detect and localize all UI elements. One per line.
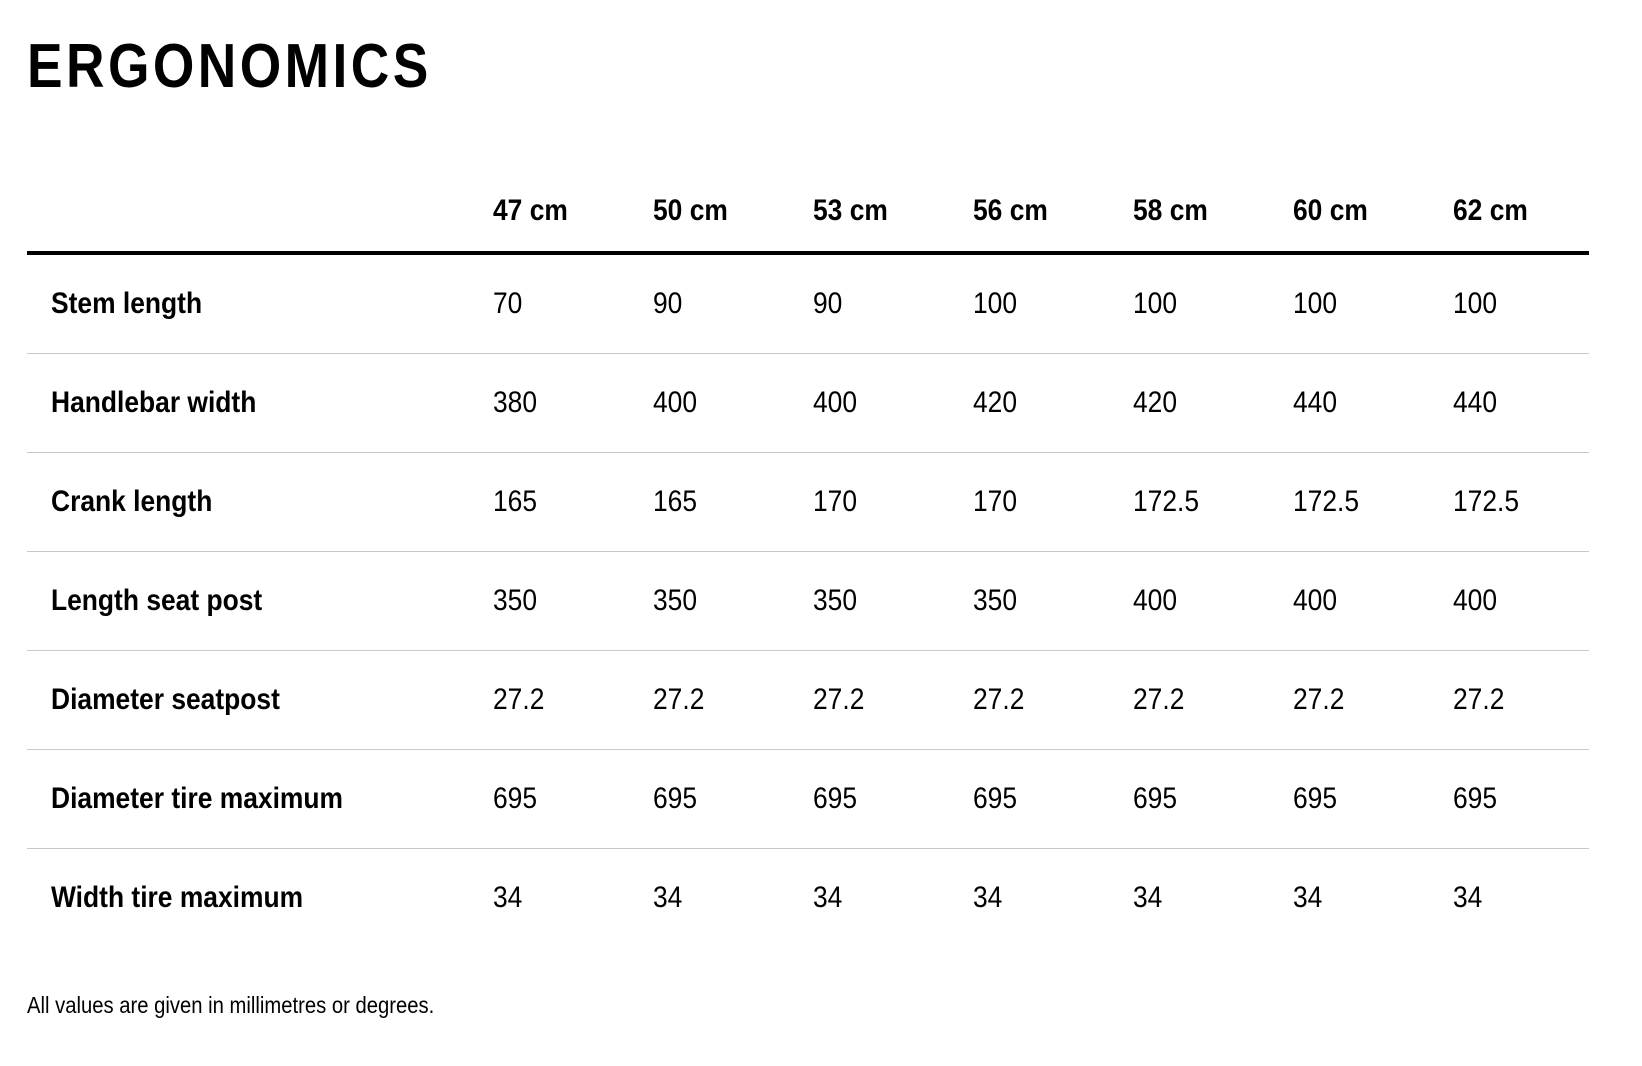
header-row: 47 cm 50 cm 53 cm 56 cm 58 cm 60 cm 62 c…	[27, 170, 1589, 255]
table-cell: 27.2	[1133, 650, 1293, 750]
table-cell: 400	[1133, 551, 1293, 651]
table-cell: 695	[493, 749, 653, 849]
table-cell: 34	[653, 881, 683, 914]
table-cell: 400	[1293, 551, 1453, 651]
size-header: 58 cm	[1133, 170, 1293, 255]
size-header: 56 cm	[973, 170, 1133, 255]
table-cell: 34	[813, 881, 843, 914]
table-cell: 100	[1453, 253, 1589, 354]
table-cell: 34	[1133, 881, 1163, 914]
table-cell: 440	[1453, 353, 1589, 453]
table-cell: 440	[1293, 353, 1453, 453]
table-cell: 172.5	[1293, 452, 1453, 552]
table-body: Stem length 70 90 90 100 100 100 100 Han…	[27, 253, 1589, 947]
table-cell: 420	[1133, 353, 1293, 453]
table-cell: 27.2	[653, 650, 813, 750]
table-cell: 695	[1133, 749, 1293, 849]
table-cell: 350	[493, 551, 653, 651]
table-cell: 34	[1293, 881, 1323, 914]
units-footnote: All values are given in millimetres or d…	[27, 992, 435, 1018]
table-cell: 90	[653, 253, 813, 354]
table-cell: 27.2	[493, 650, 653, 750]
row-label: Width tire maximum	[51, 881, 304, 914]
row-label: Crank length	[27, 452, 493, 552]
header-empty-cell	[27, 170, 493, 255]
table-row: Length seat post 350 350 350 350 400 400…	[27, 551, 1589, 651]
size-header: 47 cm	[493, 170, 653, 255]
table-cell: 70	[493, 253, 653, 354]
row-label: Length seat post	[27, 551, 493, 651]
table-cell: 100	[1133, 253, 1293, 354]
table-cell: 27.2	[1453, 650, 1589, 750]
table-cell: 400	[813, 353, 973, 453]
table-cell: 172.5	[1133, 452, 1293, 552]
table-cell: 420	[973, 353, 1133, 453]
table-cell: 400	[1453, 551, 1589, 651]
table-header: 47 cm 50 cm 53 cm 56 cm 58 cm 60 cm 62 c…	[27, 170, 1589, 255]
table-cell: 695	[1453, 749, 1589, 849]
size-header: 62 cm	[1453, 170, 1589, 255]
table-cell: 34	[973, 881, 1003, 914]
table-cell: 90	[813, 253, 973, 354]
table-cell: 350	[973, 551, 1133, 651]
table-cell: 350	[653, 551, 813, 651]
row-label: Stem length	[27, 253, 493, 354]
table-cell: 27.2	[813, 650, 973, 750]
table-cell: 170	[973, 452, 1133, 552]
table-cell: 172.5	[1453, 452, 1589, 552]
table-cell: 350	[813, 551, 973, 651]
size-header: 50 cm	[653, 170, 813, 255]
row-label: Diameter tire maximum	[27, 749, 493, 849]
table-row: Handlebar width 380 400 400 420 420 440 …	[27, 353, 1589, 453]
table-cell: 34	[493, 881, 523, 914]
page-title: ERGONOMICS	[27, 32, 432, 101]
table-cell: 695	[973, 749, 1133, 849]
table-cell: 380	[493, 353, 653, 453]
table-cell: 170	[813, 452, 973, 552]
table-cell: 100	[1293, 253, 1453, 354]
ergonomics-table: 47 cm 50 cm 53 cm 56 cm 58 cm 60 cm 62 c…	[27, 170, 1589, 947]
table-row: Diameter tire maximum 695 695 695 695 69…	[27, 749, 1589, 849]
table-cell: 100	[973, 253, 1133, 354]
table-cell: 165	[653, 452, 813, 552]
row-label: Handlebar width	[27, 353, 493, 453]
table-row: Diameter seatpost 27.2 27.2 27.2 27.2 27…	[27, 650, 1589, 750]
size-header: 53 cm	[813, 170, 973, 255]
table-cell: 695	[813, 749, 973, 849]
table-cell: 27.2	[1293, 650, 1453, 750]
table-row: Crank length 165 165 170 170 172.5 172.5…	[27, 452, 1589, 552]
table-cell: 34	[1453, 881, 1483, 914]
table-cell: 695	[1293, 749, 1453, 849]
table-cell: 400	[653, 353, 813, 453]
size-header: 60 cm	[1293, 170, 1453, 255]
table-row: Width tire maximum 34 34 34 34 34 34 34	[27, 849, 1589, 948]
table-cell: 27.2	[973, 650, 1133, 750]
table-cell: 695	[653, 749, 813, 849]
table-row: Stem length 70 90 90 100 100 100 100	[27, 253, 1589, 354]
table-cell: 165	[493, 452, 653, 552]
row-label: Diameter seatpost	[27, 650, 493, 750]
